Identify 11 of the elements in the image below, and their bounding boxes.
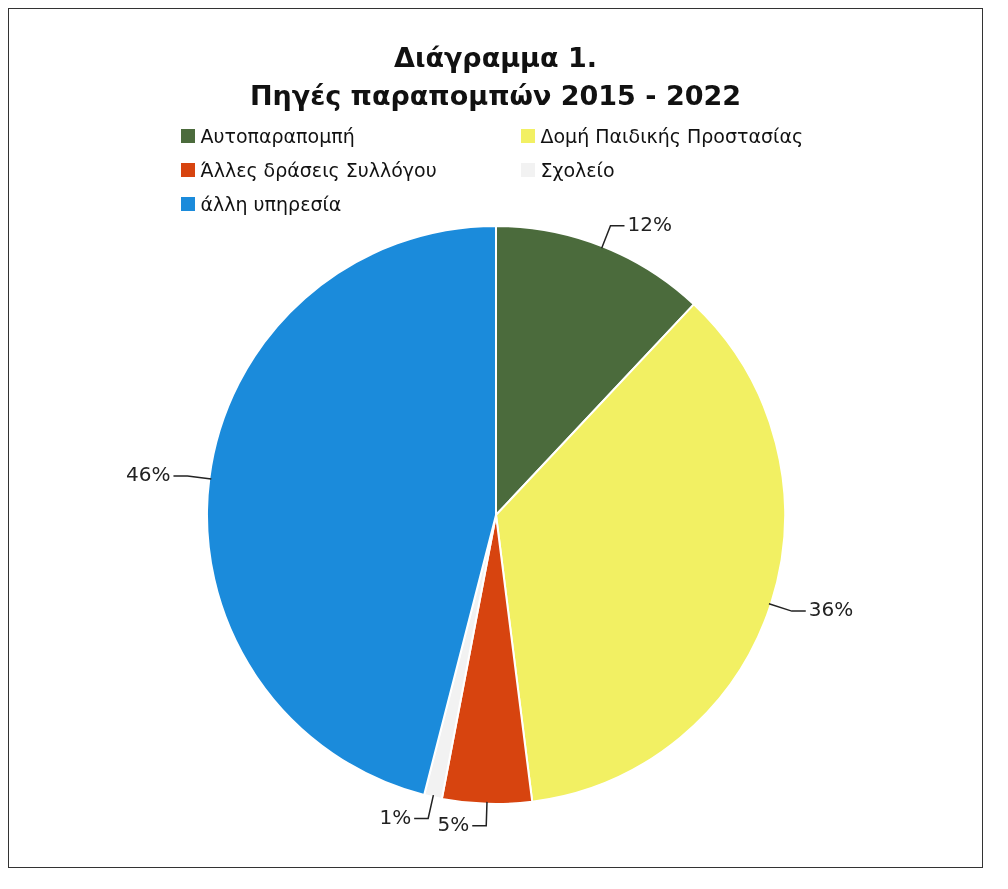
data-label: 1% xyxy=(378,804,411,829)
data-label: 5% xyxy=(437,812,469,837)
data-label: 36% xyxy=(808,597,853,622)
data-label: 12% xyxy=(626,212,672,237)
legend-label: Σχολείο xyxy=(540,159,615,181)
legend-label: Δομή Παιδικής Προστασίας xyxy=(540,125,804,147)
legend-label: Αυτοπαραπομπή xyxy=(200,125,355,147)
data-label: 46% xyxy=(125,462,170,487)
chart-title: Διάγραμμα 1. Πηγές παραπομπών 2015 - 2022 xyxy=(248,41,743,113)
legend-label: άλλη υπηρεσία xyxy=(200,193,342,215)
legend-label: Άλλες δράσεις Συλλόγου xyxy=(200,159,437,181)
